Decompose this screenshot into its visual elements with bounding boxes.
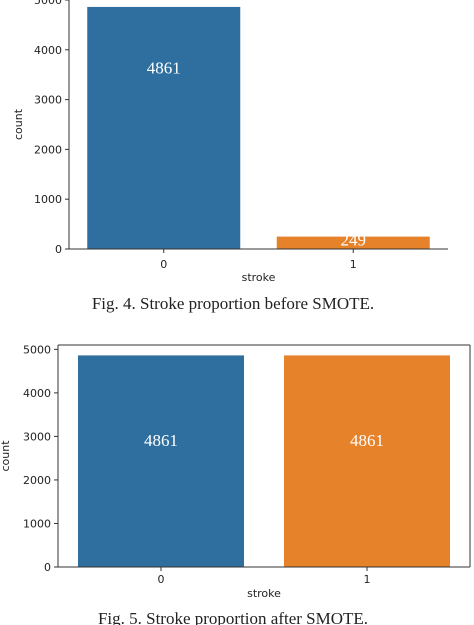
y-tick-label: 5000: [34, 0, 62, 7]
chart-after-smote: 4861 4861 0 1000 2000 3000 4000 5000 0 1 stroke cou…: [0, 343, 471, 600]
bar-0: [78, 355, 244, 567]
y-axis-label: count: [12, 108, 25, 140]
bar-1: [276, 236, 430, 249]
y-tick-label: 3000: [34, 94, 62, 107]
y-tick-label: 3000: [23, 430, 51, 443]
y-tick-label: 4000: [23, 387, 51, 400]
x-tick-label: 1: [350, 258, 357, 271]
x-tick-label: 0: [160, 258, 167, 271]
bar-1: [284, 355, 450, 567]
y-tick-label: 4000: [34, 44, 62, 57]
y-tick-label: 2000: [34, 143, 62, 156]
figure-5-caption: Fig. 5. Stroke proportion after SMOTE.: [98, 609, 368, 625]
bar-0: [87, 6, 241, 250]
y-tick-label: 5000: [23, 343, 51, 356]
data-label-0: 4861: [144, 431, 178, 450]
y-axis-label: count: [0, 440, 12, 472]
y-tick-label: 0: [44, 561, 51, 574]
y-tick-label: 1000: [23, 517, 51, 530]
x-axis-label: stroke: [247, 587, 281, 600]
y-tick-label: 2000: [23, 474, 51, 487]
y-tick-label: 0: [55, 243, 62, 256]
chart-before-smote: 4861 249 0 1000 2000 3000 4000 5000 0 1 stroke coun…: [12, 0, 448, 284]
data-label-1: 4861: [350, 431, 384, 450]
figure-4-caption: Fig. 4. Stroke proportion before SMOTE.: [92, 294, 374, 313]
x-tick-label: 1: [364, 573, 371, 586]
data-label-1: 249: [341, 231, 367, 250]
x-tick-label: 0: [158, 573, 165, 586]
y-tick-label: 1000: [34, 193, 62, 206]
x-axis-label: stroke: [242, 271, 276, 284]
data-label-0: 4861: [147, 58, 181, 77]
